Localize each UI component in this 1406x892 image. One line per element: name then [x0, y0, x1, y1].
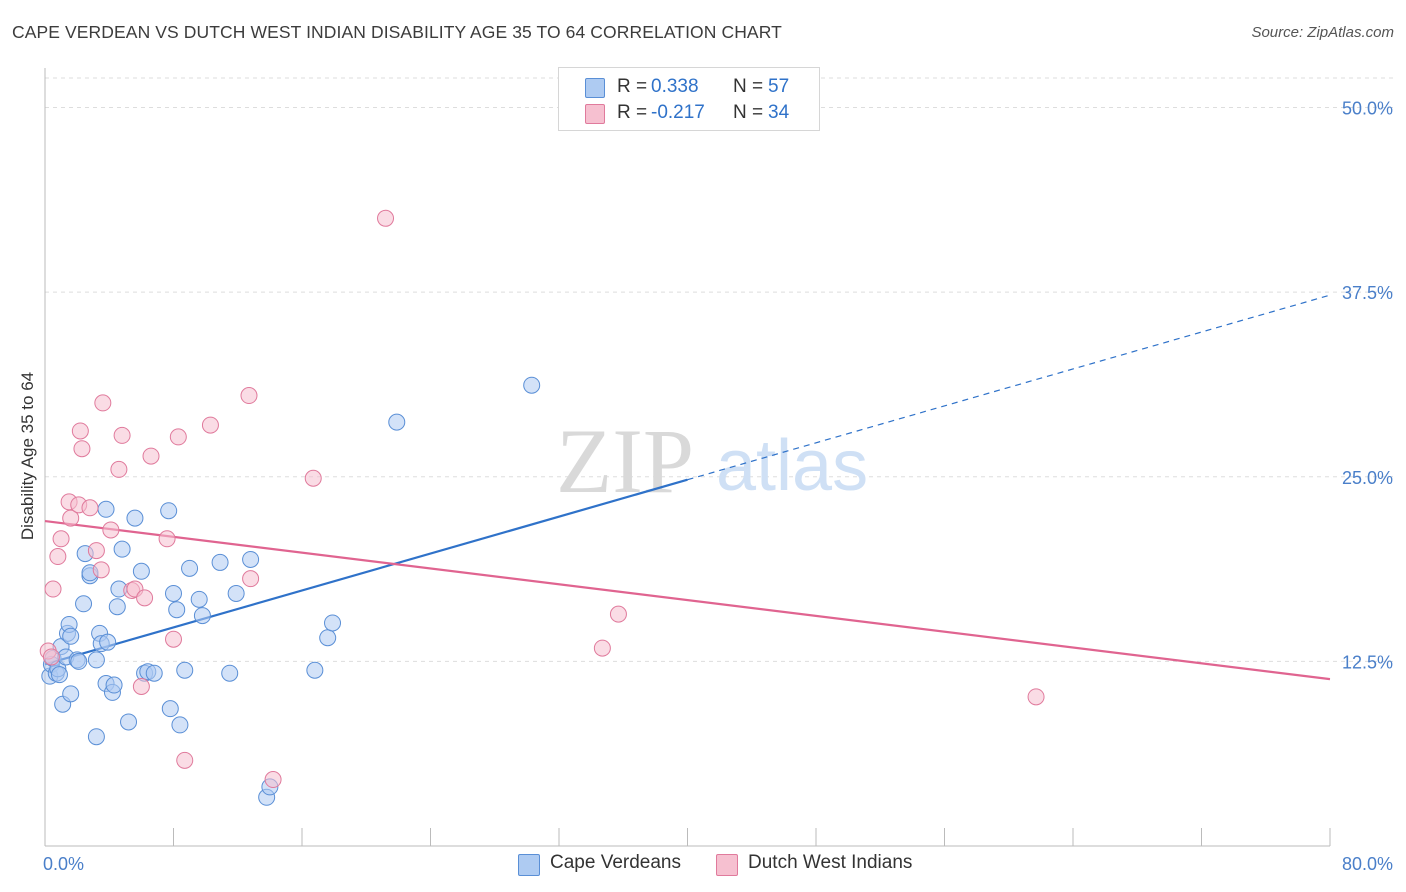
series-name: Cape Verdeans — [550, 852, 681, 873]
point-cape-verdean — [324, 614, 342, 632]
point-cape-verdean — [171, 716, 189, 734]
trend-line-cape-verdeans-projection — [687, 294, 1331, 481]
legend-n-label: N = — [733, 102, 764, 123]
point-cape-verdean — [62, 627, 80, 645]
point-dutch-west-indian — [176, 751, 194, 769]
trend-line-cape-verdeans — [44, 478, 688, 666]
point-dutch-west-indian — [304, 469, 322, 487]
point-cape-verdean — [50, 666, 68, 684]
tick-labels: 12.5% 25.0% 37.5% 50.0% 0.0% 80.0% — [43, 99, 1393, 874]
point-cape-verdean — [97, 500, 115, 518]
point-dutch-west-indian — [142, 447, 160, 465]
point-cape-verdean — [87, 728, 105, 746]
point-dutch-west-indian — [42, 648, 60, 666]
point-dutch-west-indian — [240, 387, 258, 405]
point-dutch-west-indian — [44, 580, 62, 598]
point-cape-verdean — [126, 509, 144, 527]
point-cape-verdean — [190, 590, 208, 608]
point-dutch-west-indian — [73, 440, 91, 458]
point-cape-verdean — [306, 661, 324, 679]
point-dutch-west-indian — [165, 630, 182, 648]
blue-swatch-icon — [585, 78, 605, 98]
point-dutch-west-indian — [201, 416, 219, 434]
point-dutch-west-indian — [110, 460, 128, 478]
point-cape-verdean — [319, 629, 337, 647]
legend-r-value: 0.338 — [651, 76, 699, 97]
point-cape-verdean — [388, 413, 406, 431]
point-cape-verdean — [227, 584, 245, 602]
point-cape-verdean — [99, 633, 117, 651]
point-dutch-west-indian — [158, 530, 176, 548]
point-cape-verdean — [242, 550, 260, 568]
point-dutch-west-indian — [1027, 688, 1045, 706]
blue-swatch-icon — [518, 854, 540, 876]
point-dutch-west-indian — [593, 639, 611, 657]
point-dutch-west-indian — [52, 530, 70, 548]
point-cape-verdean — [113, 540, 131, 558]
point-cape-verdean — [211, 553, 229, 571]
point-dutch-west-indian — [136, 589, 154, 607]
point-dutch-west-indian — [609, 605, 627, 623]
point-cape-verdean — [168, 601, 186, 619]
point-dutch-west-indian — [264, 771, 282, 789]
point-dutch-west-indian — [49, 548, 67, 566]
chart-title: CAPE VERDEAN VS DUTCH WEST INDIAN DISABI… — [12, 22, 782, 42]
point-dutch-west-indian — [62, 509, 80, 527]
point-cape-verdean — [161, 700, 179, 718]
pink-swatch-icon — [585, 104, 605, 124]
y-tick-label: 37.5% — [1342, 283, 1393, 303]
y-axis-label: Disability Age 35 to 64 — [18, 371, 37, 541]
point-cape-verdean — [160, 502, 178, 520]
point-cape-verdean — [132, 562, 150, 580]
legend-r-value: -0.217 — [651, 102, 705, 123]
point-dutch-west-indian — [132, 677, 150, 695]
point-dutch-west-indian — [113, 426, 131, 444]
legend-n-value: 34 — [768, 102, 790, 123]
point-cape-verdean — [108, 598, 126, 616]
legend-n-value: 57 — [768, 76, 790, 97]
point-cape-verdean — [75, 595, 93, 613]
point-cape-verdean — [193, 607, 211, 625]
point-dutch-west-indian — [102, 521, 120, 539]
point-cape-verdean — [523, 376, 541, 394]
data-points — [39, 209, 1045, 806]
legend-r-label: R = — [617, 76, 648, 97]
y-tick-label: 12.5% — [1342, 652, 1393, 672]
axes — [44, 68, 1331, 847]
watermark-zip: ZIP — [556, 410, 694, 512]
correlation-legend: R = 0.338 N = 57 R = -0.217 N = 34 — [558, 67, 820, 131]
point-cape-verdean — [221, 664, 239, 682]
point-dutch-west-indian — [71, 422, 89, 440]
legend-n-label: N = — [733, 76, 764, 97]
point-dutch-west-indian — [377, 209, 395, 227]
point-cape-verdean — [181, 559, 199, 577]
point-cape-verdean — [87, 651, 105, 669]
trend-line-dutch-west-indians — [44, 519, 1331, 681]
point-dutch-west-indian — [87, 542, 105, 560]
point-cape-verdean — [62, 685, 80, 703]
x-tick-label: 80.0% — [1342, 854, 1393, 874]
point-cape-verdean — [105, 676, 123, 694]
watermark-atlas: atlas — [716, 426, 868, 506]
x-tick-label: 0.0% — [43, 854, 84, 874]
point-dutch-west-indian — [92, 561, 110, 579]
point-cape-verdean — [176, 661, 194, 679]
point-cape-verdean — [145, 664, 163, 682]
y-tick-label: 25.0% — [1342, 468, 1393, 488]
point-dutch-west-indian — [242, 570, 260, 588]
point-dutch-west-indian — [81, 499, 99, 517]
point-cape-verdean — [120, 713, 138, 731]
legend-r-label: R = — [617, 102, 648, 123]
y-tick-label: 50.0% — [1342, 99, 1393, 119]
point-dutch-west-indian — [169, 428, 187, 446]
pink-swatch-icon — [716, 854, 738, 876]
trend-lines — [44, 294, 1331, 681]
source-credit: Source: ZipAtlas.com — [1251, 24, 1394, 41]
point-cape-verdean — [70, 652, 88, 670]
series-name: Dutch West Indians — [748, 852, 913, 873]
point-cape-verdean — [165, 584, 182, 602]
point-dutch-west-indian — [94, 394, 112, 412]
